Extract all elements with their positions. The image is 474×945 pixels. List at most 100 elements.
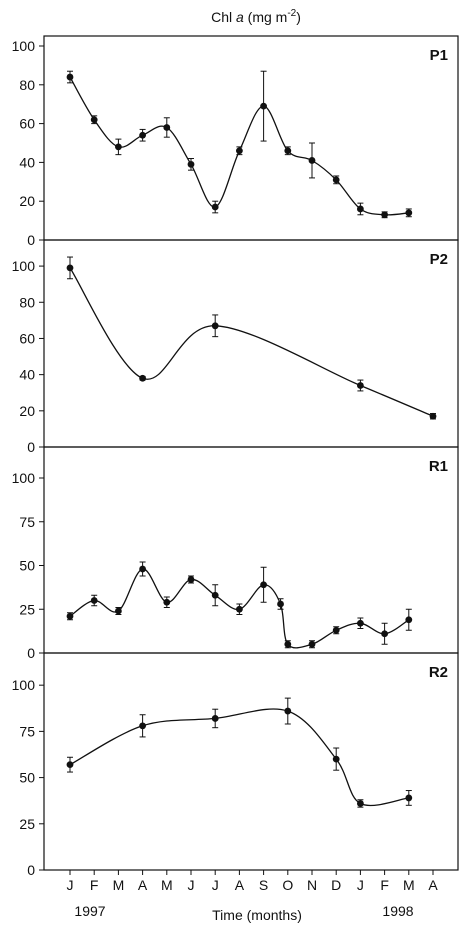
panel-r2: 0 25 50 75 100 R2: [12, 652, 459, 878]
data-point: [211, 591, 219, 599]
x-tick-label: O: [282, 877, 293, 893]
data-point: [308, 157, 316, 164]
data-point: [163, 598, 171, 606]
y-tick-label: 50: [19, 770, 35, 786]
panel-label: P1: [430, 47, 448, 64]
data-point: [211, 203, 219, 211]
x-tick-label: A: [428, 877, 438, 893]
data-point: [90, 597, 98, 604]
data-point: [260, 102, 267, 110]
y-tick-label: 40: [19, 367, 35, 383]
year-label-1997: 1997: [74, 903, 105, 919]
data-point: [66, 73, 74, 81]
y-tick-label: 80: [19, 294, 35, 310]
title-unit: (mg m: [244, 9, 288, 25]
data-point: [284, 640, 292, 648]
x-tick-label: D: [331, 877, 341, 893]
data-point: [211, 715, 219, 722]
series-line: [69, 267, 434, 417]
x-tick-label: M: [403, 877, 415, 893]
data-point: [357, 800, 364, 807]
x-tick-label: A: [138, 877, 148, 893]
y-tick-label: 0: [27, 232, 35, 248]
y-tick-label: 75: [19, 514, 35, 530]
x-tick-label: M: [113, 877, 125, 893]
series-line: [69, 708, 409, 807]
data-point: [66, 264, 74, 272]
x-tick-label: J: [357, 877, 364, 893]
y-tick-label: 100: [12, 38, 36, 54]
panel-frame: [43, 652, 459, 871]
data-point: [357, 205, 364, 213]
chart-title: Chl a (mg m-2): [211, 8, 301, 25]
y-tick-label: 40: [19, 154, 35, 170]
data-point: [260, 581, 267, 589]
y-tick-label: 60: [19, 116, 35, 132]
data-point: [139, 374, 147, 382]
panel-frame: [43, 239, 459, 448]
title-exponent: -2: [287, 8, 296, 19]
x-tick-label: M: [161, 877, 173, 893]
data-point: [90, 116, 98, 124]
y-tick-label: 0: [27, 862, 35, 878]
x-tick-label: S: [259, 877, 268, 893]
y-tick-label: 25: [19, 816, 35, 832]
data-point: [405, 794, 413, 802]
y-tick-label: 25: [19, 601, 35, 617]
data-point: [236, 147, 243, 155]
data-point: [187, 576, 195, 583]
data-point: [429, 412, 437, 420]
title-prefix: Chl: [211, 9, 236, 25]
data-point: [139, 722, 147, 730]
data-point: [381, 630, 388, 638]
y-tick-label: 20: [19, 193, 35, 209]
data-point: [357, 382, 364, 389]
data-point: [115, 143, 122, 151]
data-point: [405, 209, 413, 217]
panel-p2: 0 20 40 60 80 100 P2: [12, 239, 459, 455]
y-tick-label: 100: [12, 470, 36, 486]
y-tick-label: 0: [27, 439, 35, 455]
x-tick-label: J: [212, 877, 219, 893]
y-tick-label: 60: [19, 330, 35, 346]
panel-frame: [43, 446, 459, 654]
data-point: [332, 176, 340, 184]
x-tick-label: J: [188, 877, 195, 893]
panel-frame: [43, 35, 459, 241]
x-tick-label: F: [380, 877, 389, 893]
y-tick-label: 20: [19, 403, 35, 419]
y-tick-label: 50: [19, 558, 35, 574]
panels-group: 0 20 40 60 80 100 P1 0 20 40 60 80 100 P2 0 25 50 75 100 R1…: [12, 35, 459, 878]
data-point: [332, 755, 340, 763]
series-line: [69, 568, 410, 649]
panel-label: R1: [429, 458, 448, 475]
panel-label: P2: [430, 251, 448, 268]
y-tick-label: 100: [12, 258, 36, 274]
x-tick-label: J: [67, 877, 74, 893]
data-point: [332, 626, 340, 634]
title-close: ): [296, 9, 301, 25]
data-point: [139, 565, 147, 573]
year-label-1998: 1998: [382, 903, 413, 919]
y-tick-label: 100: [12, 677, 36, 693]
data-point: [139, 131, 147, 139]
panel-p1: 0 20 40 60 80 100 P1: [12, 35, 459, 248]
panel-label: R2: [429, 664, 448, 681]
x-axis-title: Time (months): [212, 907, 302, 923]
x-tick-label: N: [307, 877, 317, 893]
title-italic: a: [236, 9, 244, 25]
x-tick-label: F: [90, 877, 99, 893]
data-point: [405, 616, 413, 624]
data-point: [163, 124, 171, 131]
y-tick-label: 0: [27, 645, 35, 661]
data-point: [187, 160, 195, 168]
data-point: [66, 761, 74, 769]
data-point: [357, 619, 364, 627]
y-tick-label: 80: [19, 77, 35, 93]
y-tick-label: 75: [19, 723, 35, 739]
data-point: [284, 147, 292, 155]
data-point: [284, 707, 292, 715]
data-point: [277, 600, 284, 608]
